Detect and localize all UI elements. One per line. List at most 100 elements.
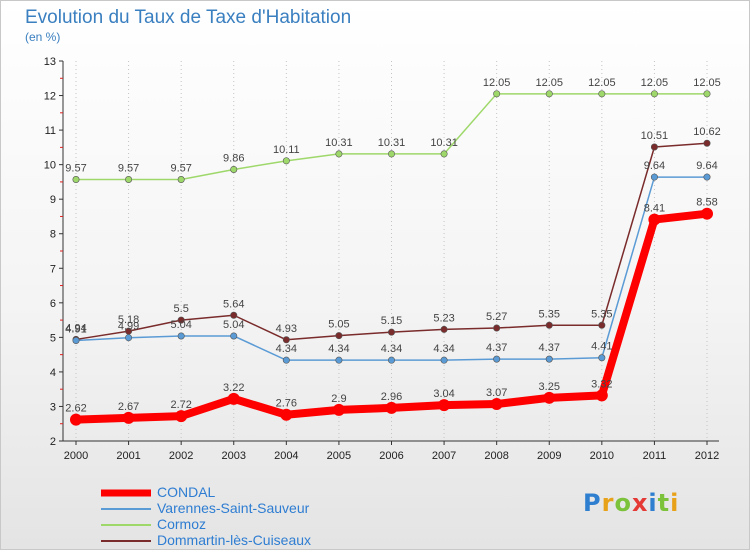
chart-title: Evolution du Taux de Taxe d'Habitation: [25, 7, 352, 28]
logo-letter: i: [648, 489, 658, 517]
data-label-dommartin-l-s-cuiseaux-2012: 10.62: [693, 126, 721, 138]
point-varennes-saint-sauveur-2009: [545, 355, 553, 363]
point-dommartin-l-s-cuiseaux-2011: [650, 143, 658, 151]
point-varennes-saint-sauveur-2012: [703, 173, 711, 181]
data-label-cormoz-2000: 9.57: [65, 162, 86, 174]
x-tick-label-2002: 2002: [169, 450, 193, 462]
data-label-dommartin-l-s-cuiseaux-2000: 4.94: [65, 322, 86, 334]
data-label-dommartin-l-s-cuiseaux-2008: 5.27: [486, 311, 507, 323]
data-label-varennes-saint-sauveur-2009: 4.37: [539, 342, 560, 354]
data-label-condal-2005: 2.9: [331, 393, 346, 405]
data-label-condal-2006: 2.96: [381, 391, 402, 403]
y-tick-label-13: 13: [44, 56, 56, 68]
legend-swatch-dommartin: [101, 540, 151, 542]
point-condal-2009: [543, 391, 556, 404]
point-condal-2001: [122, 411, 135, 424]
legend-swatch-varennes: [101, 508, 151, 510]
x-tick-label-2004: 2004: [274, 450, 298, 462]
point-cormoz-2002: [177, 175, 185, 183]
point-cormoz-2011: [650, 90, 658, 98]
point-dommartin-l-s-cuiseaux-2010: [598, 321, 606, 329]
logo-letter: r: [601, 489, 615, 517]
x-tick-label-2006: 2006: [379, 450, 403, 462]
logo-letter: t: [657, 489, 671, 517]
data-label-varennes-saint-sauveur-2000: 4.91: [65, 323, 86, 335]
data-label-dommartin-l-s-cuiseaux-2005: 5.05: [328, 319, 349, 331]
data-label-varennes-saint-sauveur-2012: 9.64: [696, 160, 717, 172]
y-tick-label-3: 3: [50, 401, 56, 413]
data-label-varennes-saint-sauveur-2007: 4.34: [433, 343, 454, 355]
point-varennes-saint-sauveur-2007: [440, 356, 448, 364]
y-tick-label-4: 4: [50, 367, 56, 379]
data-label-cormoz-2007: 10.31: [430, 137, 458, 149]
data-label-varennes-saint-sauveur-2002: 5.04: [170, 319, 191, 331]
legend-label-varennes: Varennes-Saint-Sauveur: [157, 500, 310, 516]
data-label-condal-2009: 3.25: [539, 381, 560, 393]
point-dommartin-l-s-cuiseaux-2005: [335, 332, 343, 340]
point-cormoz-2003: [230, 165, 238, 173]
data-label-cormoz-2001: 9.57: [118, 162, 139, 174]
point-dommartin-l-s-cuiseaux-2004: [282, 336, 290, 344]
data-label-condal-2000: 2.62: [65, 403, 86, 415]
x-tick-label-2003: 2003: [222, 450, 246, 462]
point-cormoz-2006: [387, 150, 395, 158]
data-label-condal-2010: 3.32: [591, 378, 612, 390]
logo-letter: i: [670, 489, 680, 517]
point-varennes-saint-sauveur-2000: [72, 336, 80, 344]
point-cormoz-2010: [598, 90, 606, 98]
point-cormoz-2012: [703, 90, 711, 98]
point-varennes-saint-sauveur-2011: [650, 173, 658, 181]
data-label-cormoz-2002: 9.57: [170, 162, 191, 174]
data-label-cormoz-2012: 12.05: [693, 77, 721, 89]
point-cormoz-2009: [545, 90, 553, 98]
point-dommartin-l-s-cuiseaux-2006: [387, 328, 395, 336]
point-varennes-saint-sauveur-2006: [387, 356, 395, 364]
y-tick-label-11: 11: [45, 125, 56, 137]
x-tick-label-2007: 2007: [432, 450, 456, 462]
data-label-dommartin-l-s-cuiseaux-2006: 5.15: [381, 315, 402, 327]
data-label-varennes-saint-sauveur-2011: 9.64: [644, 160, 665, 172]
point-dommartin-l-s-cuiseaux-2009: [545, 321, 553, 329]
data-label-cormoz-2011: 12.05: [641, 77, 669, 89]
legend-label-cormoz: Cormoz: [157, 516, 207, 532]
x-tick-label-2009: 2009: [537, 450, 561, 462]
y-tick-label-9: 9: [50, 194, 56, 206]
data-label-condal-2011: 8.41: [644, 203, 665, 215]
point-varennes-saint-sauveur-2001: [125, 334, 133, 342]
data-label-cormoz-2004: 10.11: [273, 144, 300, 156]
x-tick-label-2008: 2008: [484, 450, 508, 462]
y-tick-label-2: 2: [50, 436, 56, 448]
data-label-dommartin-l-s-cuiseaux-2002: 5.5: [174, 303, 189, 315]
series-layer: [70, 90, 713, 426]
legend-swatch-condal: [101, 489, 151, 497]
point-dommartin-l-s-cuiseaux-2012: [703, 139, 711, 147]
data-label-cormoz-2006: 10.31: [378, 137, 406, 149]
point-dommartin-l-s-cuiseaux-2003: [230, 311, 238, 319]
logo-letter: o: [614, 489, 632, 517]
data-label-cormoz-2008: 12.05: [483, 77, 511, 89]
point-condal-2011: [648, 213, 661, 226]
x-tick-label-2000: 2000: [64, 450, 88, 462]
point-condal-2005: [332, 403, 345, 416]
point-cormoz-2004: [282, 157, 290, 165]
point-dommartin-l-s-cuiseaux-2008: [493, 324, 501, 332]
point-condal-2007: [438, 399, 451, 412]
point-condal-2000: [70, 413, 82, 426]
data-label-varennes-saint-sauveur-2005: 4.34: [328, 343, 349, 355]
point-varennes-saint-sauveur-2002: [177, 332, 185, 340]
point-varennes-saint-sauveur-2008: [493, 355, 501, 363]
chart-unit-label: (en %): [25, 30, 61, 44]
y-tick-label-7: 7: [50, 263, 56, 275]
data-labels: 2.62 2.67 2.72 3.22 2.76 2.9 2.96 3.04 3.07 3.25 3…: [65, 77, 720, 415]
point-cormoz-2008: [493, 90, 501, 98]
data-label-dommartin-l-s-cuiseaux-2004: 4.93: [276, 323, 297, 335]
logo-letter: x: [631, 489, 649, 517]
point-condal-2008: [490, 398, 503, 411]
data-label-cormoz-2010: 12.05: [588, 77, 616, 89]
data-label-cormoz-2009: 12.05: [535, 77, 563, 89]
point-varennes-saint-sauveur-2005: [335, 356, 343, 364]
point-cormoz-2001: [125, 175, 133, 183]
point-condal-2002: [175, 410, 188, 423]
